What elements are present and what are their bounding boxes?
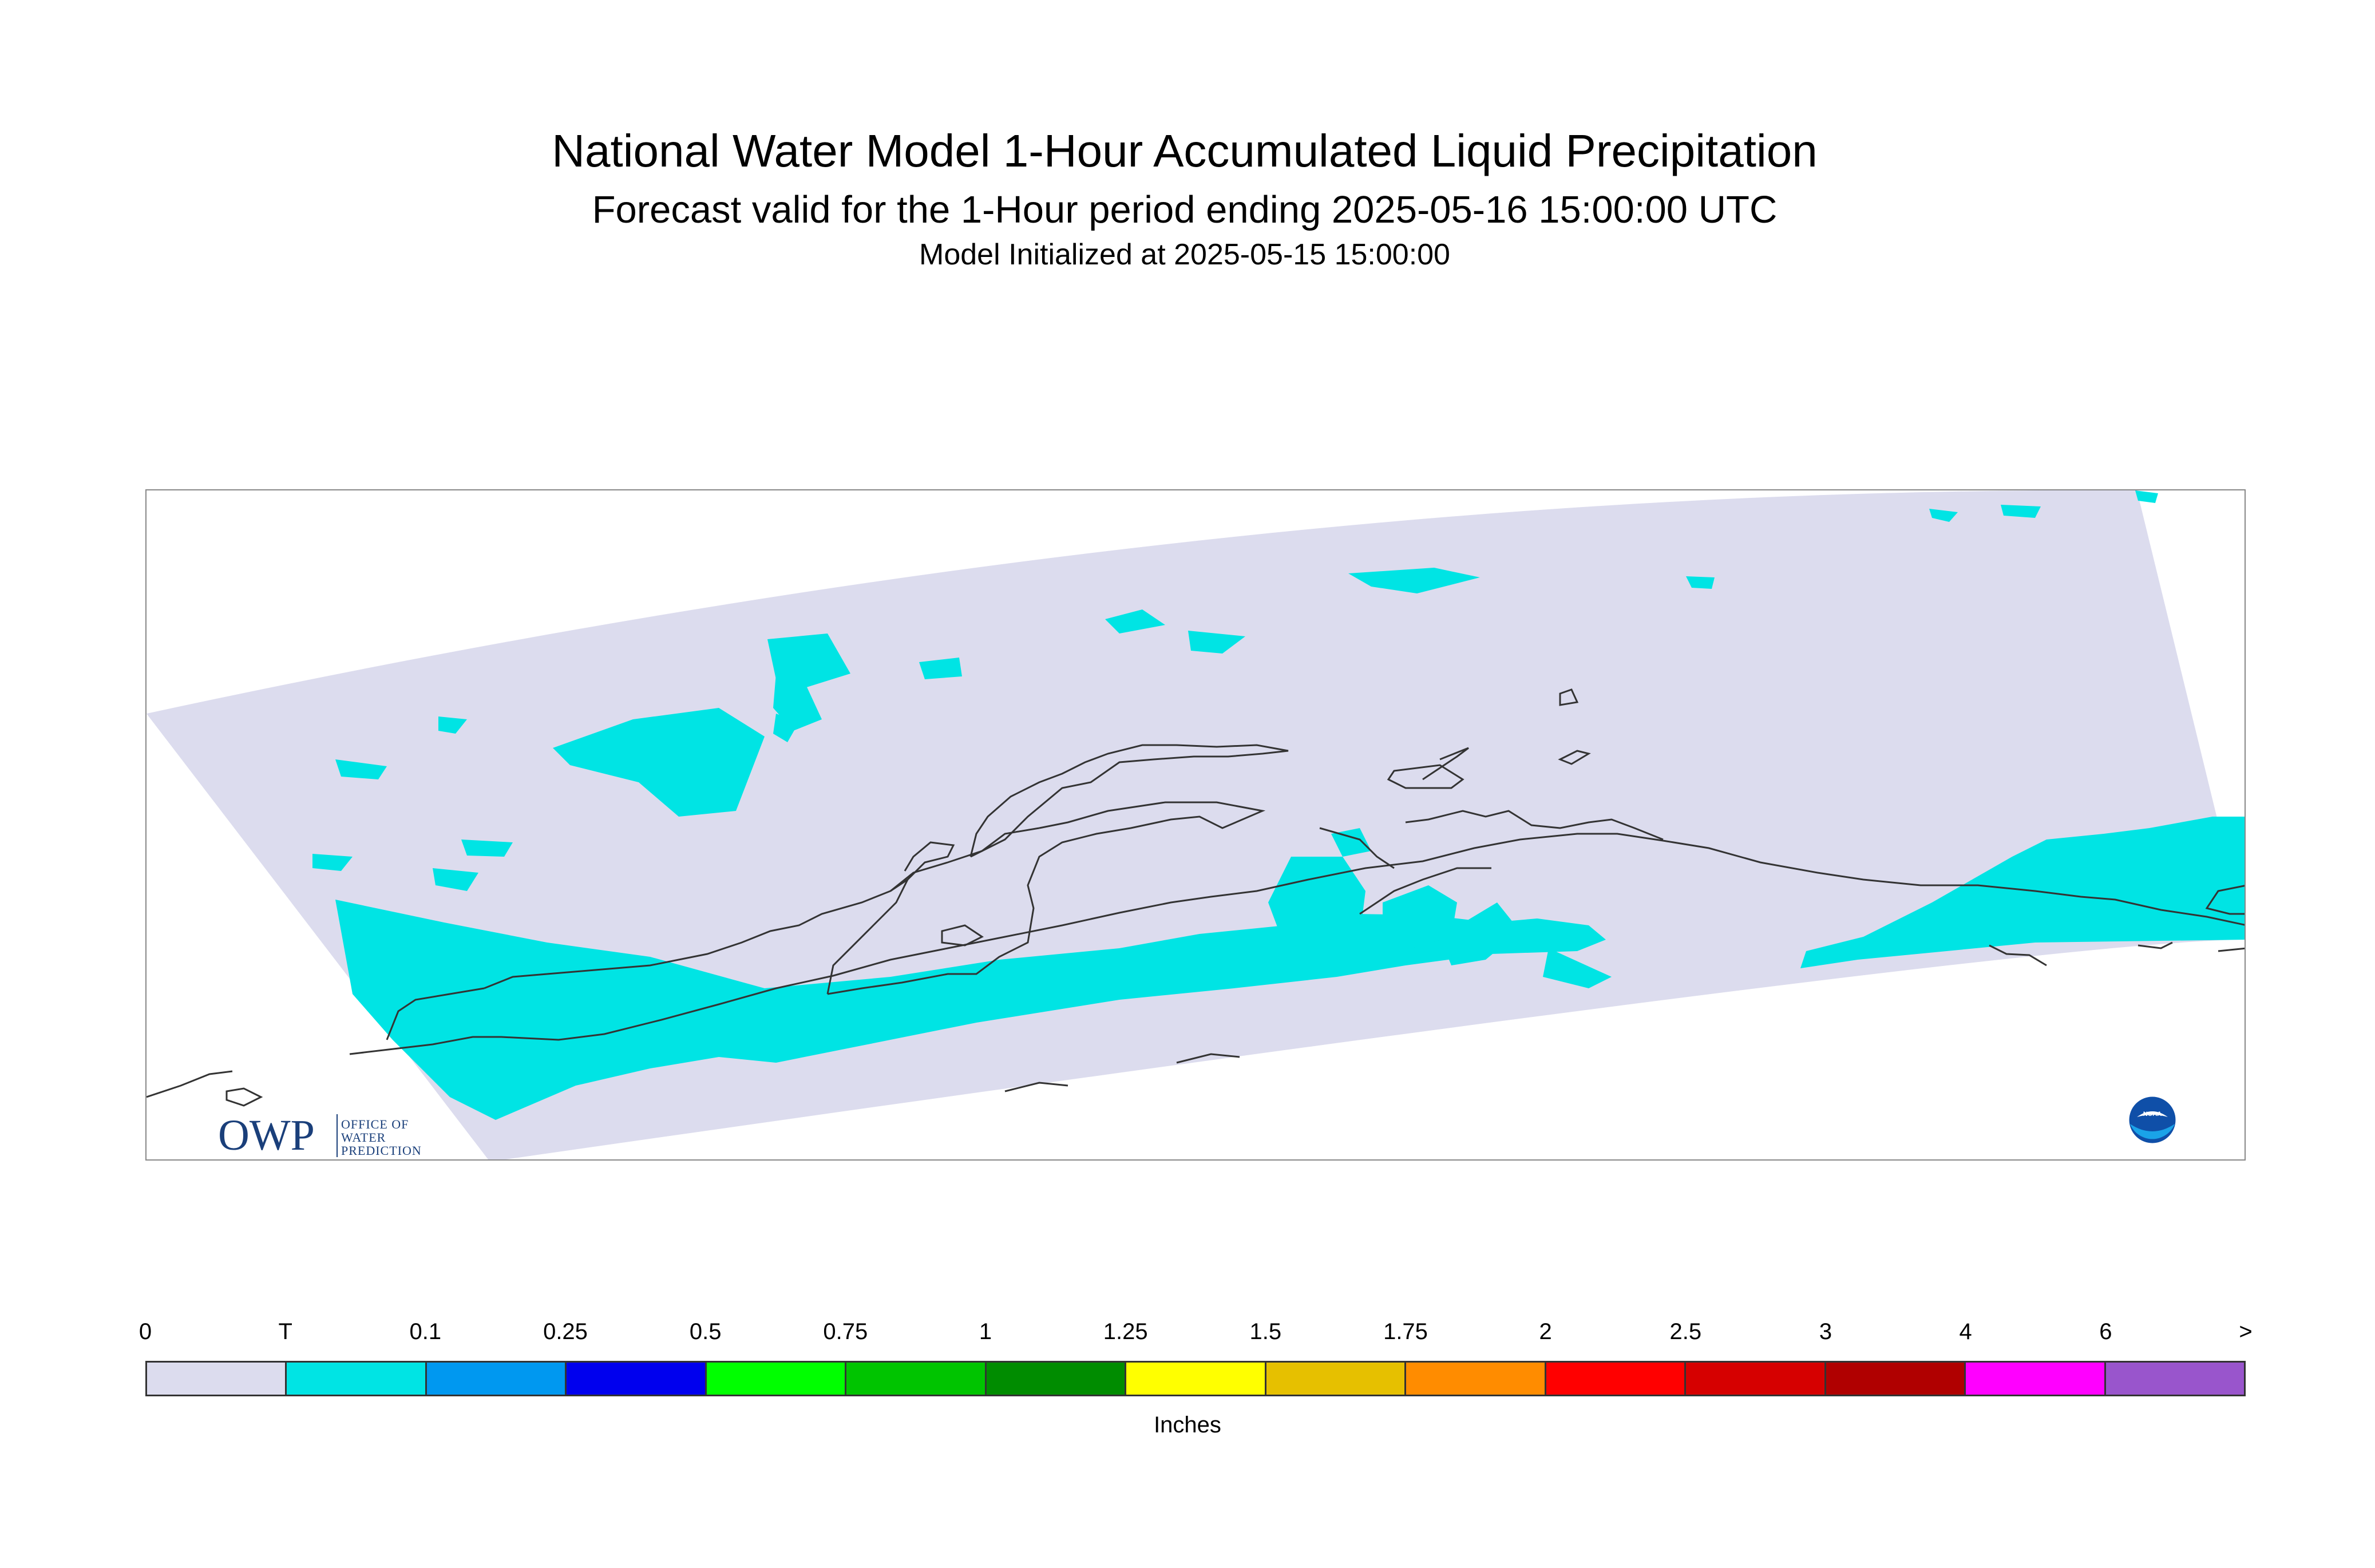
owp-logo: OWP OFFICE OF WATER PREDICTION <box>218 1111 422 1159</box>
colorbar-tick-label: 4 <box>1959 1319 1972 1344</box>
coastlines <box>147 688 2245 1107</box>
model-init-time: Model Initialized at 2025-05-15 15:00:00 <box>919 238 1450 271</box>
colorbar-swatch <box>1266 1363 1407 1395</box>
colorbar-swatch <box>1546 1363 1687 1395</box>
colorbar-tick-label: 1 <box>979 1319 992 1344</box>
owp-logo-line1: OFFICE OF <box>341 1117 409 1131</box>
map-subtitle: Forecast valid for the 1-Hour period end… <box>592 188 1778 231</box>
colorbar-swatch <box>1406 1363 1546 1395</box>
colorbar-tick-label: 1.75 <box>1383 1319 1428 1344</box>
colorbar-tick-label: > <box>2239 1319 2253 1344</box>
colorbar-tick-label: 0.5 <box>689 1319 722 1344</box>
colorbar-swatch <box>567 1363 707 1395</box>
colorbar-units: Inches <box>1154 1412 1221 1438</box>
colorbar-swatch <box>426 1363 567 1395</box>
colorbar-tick-label: 2 <box>1539 1319 1552 1344</box>
colorbar-swatch <box>147 1363 287 1395</box>
map-frame: OWP OFFICE OF WATER PREDICTION NOAA <box>145 489 2246 1161</box>
colorbar-swatch <box>846 1363 987 1395</box>
map-title: National Water Model 1-Hour Accumulated … <box>552 125 1818 176</box>
colorbar <box>145 1361 2246 1396</box>
colorbar-tick-label: 1.25 <box>1103 1319 1148 1344</box>
colorbar-swatch <box>986 1363 1127 1395</box>
colorbar-swatch <box>706 1363 847 1395</box>
trace-precip-areas <box>312 490 2245 1120</box>
colorbar-swatch <box>2105 1363 2245 1395</box>
colorbar-tick-label: 0.1 <box>409 1319 442 1344</box>
precipitation-map <box>147 490 2245 1159</box>
colorbar-swatch <box>1826 1363 1966 1395</box>
colorbar-tick-label: 3 <box>1819 1319 1832 1344</box>
colorbar-swatch <box>1966 1363 2106 1395</box>
colorbar-tick-label: 1.5 <box>1249 1319 1282 1344</box>
noaa-logo: NOAA <box>2127 1095 2178 1145</box>
colorbar-tick-label: 0.25 <box>543 1319 588 1344</box>
owp-logo-line2: WATER <box>341 1130 386 1145</box>
owp-logo-text: OWP <box>218 1111 315 1159</box>
colorbar-tick-label: 2.5 <box>1669 1319 1702 1344</box>
colorbar-tick-label: 0 <box>138 1319 152 1344</box>
colorbar-labels: 0 T 0.1 0.25 0.5 0.75 1 1.25 1.5 1.75 2 2.5 3 4 6 > <box>139 1319 2253 1353</box>
colorbar-swatch <box>1686 1363 1826 1395</box>
owp-logo-line3: PREDICTION <box>341 1143 422 1158</box>
noaa-logo-text: NOAA <box>2143 1111 2162 1118</box>
colorbar-tick-label: 0.75 <box>823 1319 868 1344</box>
colorbar-swatch <box>1126 1363 1266 1395</box>
colorbar-tick-label: 6 <box>2099 1319 2112 1344</box>
colorbar-tick-label: T <box>278 1319 292 1344</box>
colorbar-swatch <box>287 1363 427 1395</box>
